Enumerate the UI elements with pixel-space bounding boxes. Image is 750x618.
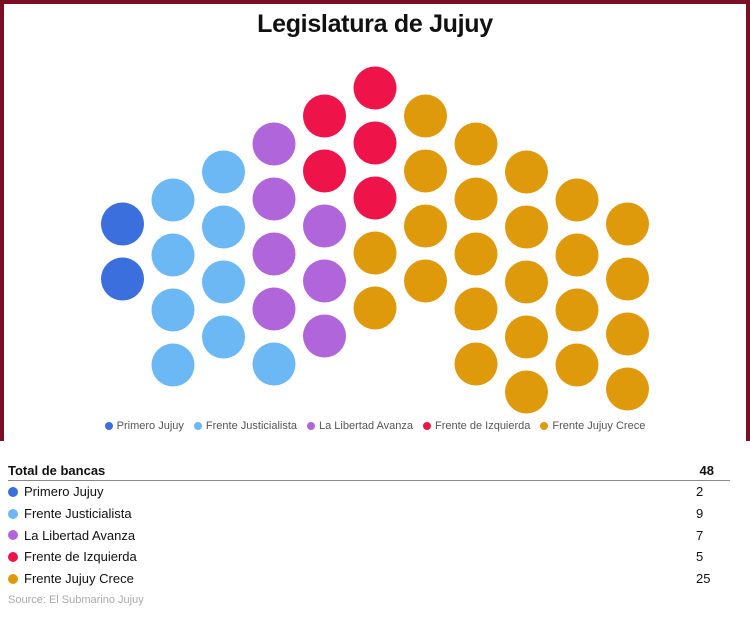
legend-item: Frente Justicialista (193, 420, 298, 432)
seat-dot (404, 259, 447, 303)
seat-dot (555, 178, 599, 222)
seat-dot (606, 367, 649, 411)
seat-dot (202, 260, 245, 304)
seat-dot (353, 176, 397, 220)
party-seats: 9 (696, 506, 704, 522)
legend-dot-icon (193, 422, 202, 430)
seat-dot (404, 149, 447, 193)
seat-dot (606, 257, 649, 301)
seat-dot (454, 122, 498, 166)
seat-dot (252, 122, 296, 166)
chart-legend: Primero Jujuy Frente Justicialista La Libe… (0, 420, 750, 432)
party-label: Primero Jujuy (24, 484, 104, 500)
seat-dot (353, 286, 397, 330)
legend-item: Frente Jujuy Crece (540, 420, 645, 432)
chart-title: Legislatura de Jujuy (257, 10, 493, 38)
seat-dot (252, 287, 296, 331)
party-seats: 25 (696, 571, 711, 587)
party-seats: 2 (696, 484, 704, 500)
party-dot-icon (8, 551, 18, 562)
seat-dot (101, 202, 144, 246)
seat-dot (606, 312, 649, 356)
legend-label: Frente de Izquierda (435, 420, 531, 432)
legend-dot-icon (307, 422, 316, 430)
party-dot-icon (8, 573, 18, 584)
party-dot-icon (8, 508, 18, 519)
seat-dot (404, 204, 447, 248)
party-seats: 7 (696, 527, 704, 543)
party-label: Frente de Izquierda (24, 549, 137, 565)
legend-dot-icon (104, 422, 113, 430)
table-row: La Libertad Avanza 7 (8, 524, 730, 546)
seat-dot (151, 178, 195, 222)
seat-dot (454, 177, 498, 221)
table-row: Frente de Izquierda 5 (8, 546, 730, 568)
seat-dot (353, 231, 397, 275)
seat-dot (454, 342, 498, 386)
seat-dot (101, 257, 144, 301)
chart-frame (0, 0, 750, 441)
seat-dot (303, 149, 346, 193)
legend-dot-icon (423, 422, 431, 430)
seat-dot (555, 343, 599, 387)
seats-table: Total de bancas 48 Primero Jujuy 2 Frente … (8, 460, 730, 589)
party-label: Frente Justicialista (24, 506, 132, 522)
seat-dot (252, 342, 296, 386)
seat-dot (303, 94, 346, 138)
parliament-chart (101, 66, 649, 414)
legend-item: Frente de Izquierda (423, 420, 530, 432)
legend-item: Primero Jujuy (104, 420, 184, 432)
seat-dot (353, 121, 397, 165)
seat-dot (505, 150, 548, 194)
seat-dot (555, 233, 599, 277)
party-label: Frente Jujuy Crece (24, 571, 134, 587)
seat-dot (404, 94, 447, 138)
seat-dot (303, 314, 346, 358)
seat-dot (505, 370, 548, 414)
seat-dot (454, 232, 498, 276)
table-header-value: 48 (699, 462, 714, 478)
party-dot-icon (8, 486, 18, 497)
party-seats: 5 (696, 549, 704, 565)
seat-dot (303, 259, 346, 303)
seat-dot (252, 177, 296, 221)
party-label: La Libertad Avanza (24, 527, 136, 543)
source-note: Source: El Submarino Jujuy (8, 594, 144, 606)
legend-label: Frente Jujuy Crece (552, 420, 646, 432)
legend-label: La Libertad Avanza (319, 420, 413, 432)
seat-dot (606, 202, 649, 246)
seat-dot (151, 233, 195, 277)
seat-dot (303, 204, 346, 248)
seat-dot (555, 288, 599, 332)
legend-label: Frente Justicialista (205, 420, 298, 432)
seat-dot (202, 150, 245, 194)
seat-dot (353, 66, 397, 110)
seat-dot (151, 343, 195, 387)
seat-dot (505, 315, 548, 359)
table-row: Frente Justicialista 9 (8, 503, 730, 525)
table-header: Total de bancas 48 (8, 460, 730, 481)
seat-dot (202, 315, 245, 359)
seat-dot (202, 205, 245, 249)
legend-dot-icon (540, 422, 549, 430)
seat-dot (151, 288, 195, 332)
party-dot-icon (8, 530, 18, 541)
legend-item: La Libertad Avanza (307, 420, 413, 432)
seat-dot (252, 232, 296, 276)
table-row: Primero Jujuy 2 (8, 481, 730, 503)
seat-dot (505, 205, 548, 249)
seat-dot (505, 260, 548, 304)
table-header-label: Total de bancas (8, 462, 106, 478)
table-row: Frente Jujuy Crece 25 (8, 568, 730, 590)
seat-dot (454, 287, 498, 331)
legend-label: Primero Jujuy (116, 420, 184, 432)
